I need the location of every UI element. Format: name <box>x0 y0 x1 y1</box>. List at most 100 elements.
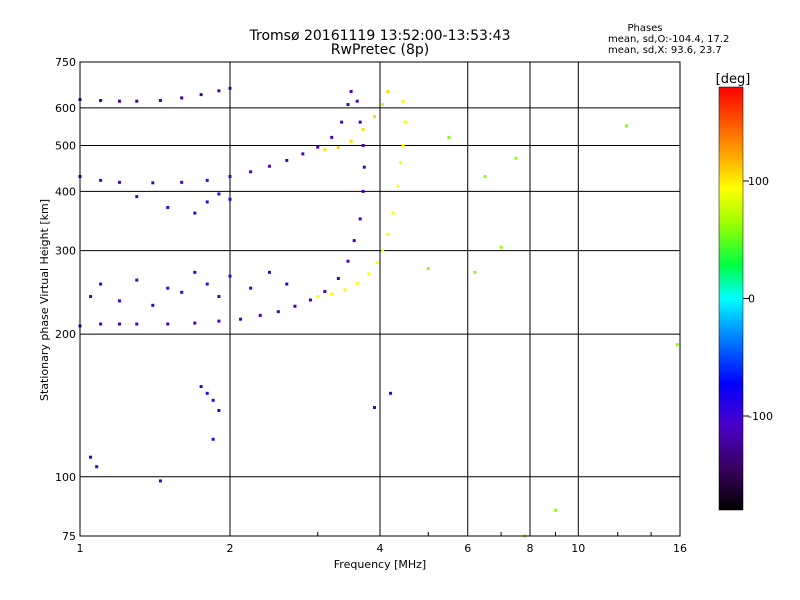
data-point <box>426 267 430 271</box>
data-point <box>158 479 162 483</box>
data-point <box>89 295 93 299</box>
data-point <box>211 437 215 441</box>
chart-subtitle: RwPretec (8p) <box>331 42 429 58</box>
data-point <box>205 178 209 182</box>
data-point <box>361 189 365 193</box>
data-point <box>336 146 340 150</box>
data-point <box>386 89 390 93</box>
data-point <box>193 270 197 274</box>
data-point <box>228 274 232 278</box>
data-point <box>330 292 334 296</box>
data-point <box>211 398 215 402</box>
data-point <box>367 272 371 276</box>
y-tick-label: 200 <box>55 328 76 341</box>
data-point <box>343 288 347 292</box>
data-point <box>249 286 253 290</box>
chart-title: Tromsø 20161119 13:52:00-13:53:43 <box>249 28 511 44</box>
data-point <box>301 152 305 156</box>
data-point <box>151 181 155 185</box>
data-point <box>352 239 356 243</box>
data-point <box>514 156 518 160</box>
colorbar-ticks: 100 0 -100 <box>743 175 773 423</box>
y-tick-label: 300 <box>55 245 76 258</box>
data-point <box>381 249 385 253</box>
plot-frame <box>79 61 681 537</box>
colorbar-tick-label: -100 <box>748 410 773 423</box>
data-point <box>336 277 340 281</box>
y-tick-label: 750 <box>55 56 76 69</box>
colorbar-label: [deg] <box>716 72 751 87</box>
y-tick-label: 100 <box>55 471 76 484</box>
data-point <box>355 99 359 103</box>
data-point <box>323 148 327 152</box>
data-point <box>499 245 503 249</box>
data-point <box>358 120 362 124</box>
data-point <box>205 282 209 286</box>
data-point <box>381 103 385 107</box>
data-point <box>228 197 232 201</box>
data-point <box>373 115 377 119</box>
data-point <box>276 310 280 314</box>
y-tick-label: 500 <box>55 139 76 152</box>
data-point <box>117 99 121 103</box>
data-point <box>117 322 121 326</box>
data-point <box>346 259 350 263</box>
data-point <box>447 135 451 139</box>
data-point <box>403 120 407 124</box>
data-point <box>285 282 289 286</box>
data-point <box>99 282 103 286</box>
data-point <box>267 270 271 274</box>
data-point <box>389 391 393 395</box>
x-axis-label: Frequency [MHz] <box>334 558 426 571</box>
data-point <box>239 317 243 321</box>
data-point <box>358 217 362 221</box>
y-tick-label: 600 <box>55 102 76 115</box>
data-point <box>293 304 297 308</box>
data-point <box>625 124 629 128</box>
data-point <box>99 178 103 182</box>
y-tick-label: 400 <box>55 185 76 198</box>
data-point <box>166 322 170 326</box>
colorbar <box>718 86 744 511</box>
data-point <box>386 232 390 236</box>
data-point <box>258 313 262 317</box>
data-point <box>89 455 93 459</box>
data-point <box>217 192 221 196</box>
stats-line-o: mean, sd,O:-104.4, 17.2 <box>608 34 729 45</box>
data-points <box>78 86 679 538</box>
data-point <box>217 319 221 323</box>
data-point <box>95 465 99 469</box>
stats-heading: Phases <box>627 23 662 34</box>
data-point <box>180 96 184 100</box>
data-point <box>135 278 139 282</box>
data-point <box>349 89 353 93</box>
data-point <box>199 385 203 389</box>
data-point <box>375 261 379 265</box>
grid-lines <box>80 62 680 536</box>
data-point <box>553 508 557 512</box>
data-point <box>217 89 221 93</box>
data-point <box>396 184 400 188</box>
data-point <box>180 180 184 184</box>
data-point <box>99 322 103 326</box>
y-tick-label: 75 <box>62 530 76 543</box>
x-tick-label: 2 <box>227 542 234 555</box>
data-point <box>340 120 344 124</box>
data-point <box>228 86 232 90</box>
x-tick-label: 6 <box>464 542 471 555</box>
data-point <box>151 303 155 307</box>
data-point <box>99 99 103 103</box>
data-point <box>399 161 403 165</box>
data-point <box>473 270 477 274</box>
data-point <box>205 391 209 395</box>
data-point <box>267 164 271 168</box>
data-point <box>401 143 405 147</box>
data-point <box>228 175 232 179</box>
data-point <box>316 145 320 149</box>
x-tick-label: 4 <box>377 542 384 555</box>
colorbar-tick-label: 100 <box>748 175 769 188</box>
x-tick-label: 1 <box>77 542 84 555</box>
x-tick-label: 16 <box>673 542 687 555</box>
data-point <box>135 322 139 326</box>
